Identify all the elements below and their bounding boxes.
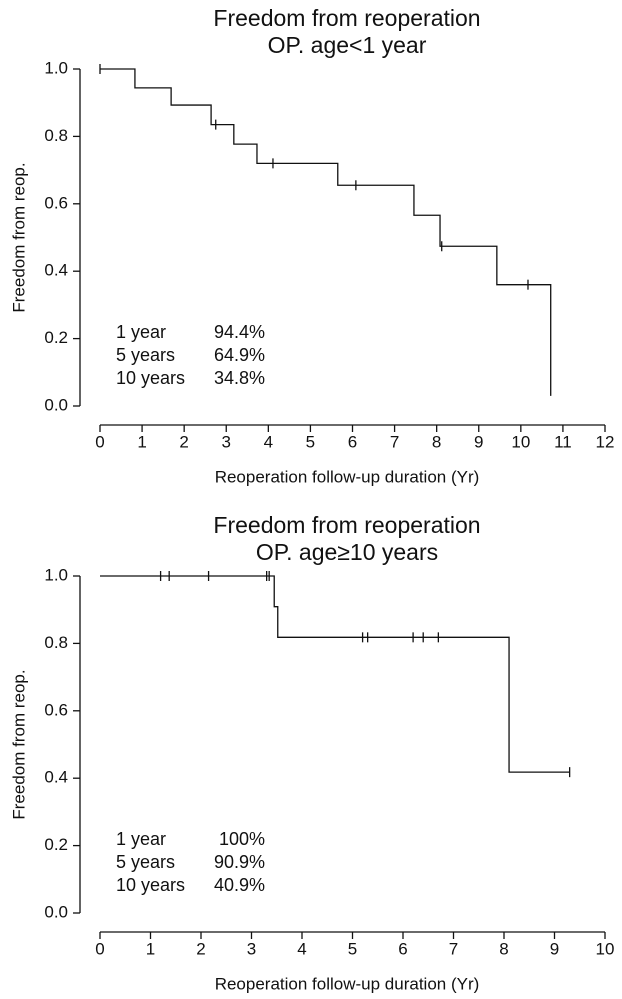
x-tick-label: 6 <box>398 939 407 958</box>
x-tick-label: 4 <box>264 432 273 451</box>
x-tick-label: 0 <box>95 939 104 958</box>
survival-curve <box>100 575 570 773</box>
x-tick-label: 0 <box>95 432 104 451</box>
y-tick-label: 0.6 <box>44 193 68 212</box>
annotation-label: 5 years <box>116 345 175 365</box>
annotation-label: 10 years <box>116 368 185 388</box>
x-tick-label: 9 <box>474 432 483 451</box>
x-tick-label: 10 <box>596 939 615 958</box>
annotation-value: 100% <box>219 829 265 849</box>
x-tick-label: 12 <box>596 432 615 451</box>
annotation-value: 34.8% <box>214 368 265 388</box>
x-axis-label: Reoperation follow-up duration (Yr) <box>215 974 480 993</box>
annotation-label: 1 year <box>116 322 166 342</box>
survival-curve <box>100 68 552 396</box>
chart-title: Freedom from reoperation <box>213 512 480 538</box>
x-tick-label: 8 <box>432 432 441 451</box>
annotation-label: 10 years <box>116 875 185 895</box>
annotation-value: 40.9% <box>214 875 265 895</box>
y-tick-label: 0.0 <box>44 395 68 414</box>
annotation-label: 1 year <box>116 829 166 849</box>
x-tick-label: 7 <box>449 939 458 958</box>
x-tick-label: 3 <box>222 432 231 451</box>
x-tick-label: 6 <box>348 432 357 451</box>
y-axis-label: Freedom from reop. <box>9 162 28 312</box>
y-tick-label: 0.4 <box>44 261 68 280</box>
y-tick-label: 1.0 <box>44 565 68 584</box>
x-tick-label: 10 <box>511 432 530 451</box>
chart-title: OP. age≥10 years <box>256 539 438 565</box>
annotation-value: 64.9% <box>214 345 265 365</box>
annotation-label: 5 years <box>116 852 175 872</box>
chart-title: OP. age<1 year <box>268 32 427 58</box>
x-tick-label: 5 <box>306 432 315 451</box>
x-tick-label: 1 <box>137 432 146 451</box>
x-tick-label: 3 <box>247 939 256 958</box>
chart-title: Freedom from reoperation <box>213 5 480 31</box>
x-tick-label: 11 <box>554 432 572 451</box>
x-tick-label: 1 <box>146 939 155 958</box>
x-axis-label: Reoperation follow-up duration (Yr) <box>215 467 480 486</box>
x-tick-label: 2 <box>196 939 205 958</box>
y-tick-label: 0.4 <box>44 768 68 787</box>
x-tick-label: 9 <box>550 939 559 958</box>
x-tick-label: 4 <box>297 939 306 958</box>
annotation-value: 94.4% <box>214 322 265 342</box>
x-tick-label: 8 <box>499 939 508 958</box>
x-tick-label: 5 <box>348 939 357 958</box>
y-tick-label: 0.0 <box>44 902 68 921</box>
y-tick-label: 0.8 <box>44 633 68 652</box>
y-tick-label: 0.2 <box>44 835 68 854</box>
y-tick-label: 1.0 <box>44 58 68 77</box>
y-tick-label: 0.2 <box>44 328 68 347</box>
y-tick-label: 0.8 <box>44 126 68 145</box>
x-tick-label: 2 <box>179 432 188 451</box>
y-axis-label: Freedom from reop. <box>9 669 28 819</box>
x-tick-label: 7 <box>390 432 399 451</box>
y-tick-label: 0.6 <box>44 700 68 719</box>
annotation-value: 90.9% <box>214 852 265 872</box>
